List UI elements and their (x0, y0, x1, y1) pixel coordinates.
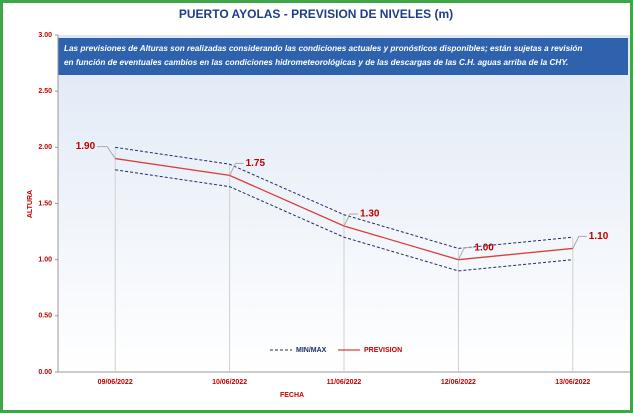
y-tick-label: 2.00 (38, 144, 52, 151)
note-line: en función de eventuales cambios en las … (64, 58, 568, 67)
y-axis-label: ALTURA (27, 190, 34, 218)
y-tick-label: 3.00 (38, 32, 52, 39)
x-tick-label: 12/06/2022 (441, 379, 476, 386)
legend-label: PREVISION (364, 347, 402, 354)
label-leader (343, 213, 358, 227)
chart-title: PUERTO AYOLAS - PREVISION DE NIVELES (m) (179, 7, 453, 21)
label-leader (97, 146, 116, 159)
note-box (58, 38, 628, 75)
y-tick-label: 2.50 (38, 88, 52, 95)
x-tick-label: 13/06/2022 (555, 379, 590, 386)
data-label: 1.30 (360, 209, 380, 220)
min-line (115, 169, 573, 272)
x-tick-label: 11/06/2022 (327, 379, 362, 386)
y-tick-label: 0.50 (38, 313, 52, 320)
data-label: 1.10 (589, 231, 609, 242)
label-leader (457, 247, 473, 260)
y-tick-label: 1.50 (38, 200, 52, 207)
data-label: 1.90 (76, 141, 96, 152)
max-line (115, 146, 573, 249)
x-tick-label: 10/06/2022 (212, 379, 247, 386)
label-leader (572, 235, 587, 249)
x-tick-label: 09/06/2022 (98, 379, 133, 386)
y-tick-label: 0.00 (38, 369, 52, 376)
y-tick-label: 1.00 (38, 257, 52, 264)
note-line: Las previsiones de Alturas son realizada… (64, 44, 582, 53)
data-label: 1.00 (474, 242, 494, 253)
data-label: 1.75 (246, 158, 266, 169)
label-leader (229, 162, 244, 176)
legend-label: MIN/MAX (296, 347, 327, 354)
prevision-line (115, 157, 573, 261)
x-axis-label: FECHA (280, 392, 304, 399)
